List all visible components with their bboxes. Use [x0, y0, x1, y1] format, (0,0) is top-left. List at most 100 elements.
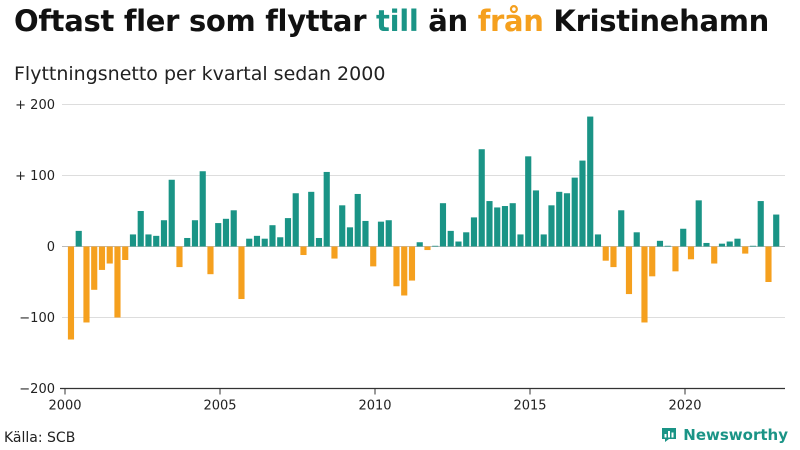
- bar: [478, 149, 485, 247]
- bar: [563, 193, 571, 247]
- bar: [408, 246, 416, 281]
- bars: [67, 116, 780, 340]
- bar: [618, 210, 625, 247]
- bar: [168, 179, 175, 247]
- bar: [695, 200, 702, 247]
- bar: [416, 242, 423, 247]
- bar: [160, 220, 168, 247]
- bar: [385, 220, 392, 247]
- bar: [261, 238, 268, 247]
- bar: [246, 238, 253, 247]
- bar: [641, 246, 648, 323]
- bar: [556, 191, 563, 247]
- bar: [91, 246, 98, 290]
- bar: [455, 241, 462, 247]
- bar: [393, 246, 400, 287]
- bar: [757, 201, 764, 247]
- bar: [238, 246, 245, 300]
- bar: [362, 220, 369, 247]
- bar: [625, 246, 633, 295]
- bar: [292, 193, 299, 247]
- bar: [98, 246, 106, 270]
- x-axis: 2000 2005 2010 2015 2020: [48, 387, 785, 414]
- bar: [83, 246, 90, 323]
- bar: [517, 234, 524, 247]
- source-note: Källa: SCB: [4, 430, 76, 446]
- bar: [773, 214, 780, 247]
- bar: [540, 234, 547, 247]
- bar: [346, 227, 354, 247]
- bar: [718, 243, 726, 247]
- bar: [548, 205, 555, 247]
- bar: [308, 191, 315, 247]
- bar: [331, 246, 338, 259]
- bar: [602, 246, 609, 261]
- bar: [703, 242, 710, 247]
- bar: [323, 171, 330, 247]
- bar: [672, 246, 679, 272]
- bar: [284, 218, 292, 247]
- bar: [137, 211, 144, 247]
- bar: [153, 235, 160, 247]
- bar: [579, 160, 586, 247]
- brand-logo[interactable]: Newsworthy: [660, 426, 788, 444]
- bar: [339, 205, 346, 247]
- bar: [300, 246, 307, 256]
- bar: [610, 246, 617, 268]
- y-axis-labels: + 200 + 100 0 −100 −200: [15, 98, 55, 397]
- bar: [687, 246, 695, 260]
- bar: [439, 203, 447, 247]
- title-fran-word: från: [477, 4, 544, 38]
- bar: [207, 246, 214, 275]
- bar: [191, 220, 199, 247]
- bar: [765, 246, 772, 282]
- bar: [370, 246, 377, 267]
- bar: [447, 230, 454, 247]
- bar: [106, 246, 113, 264]
- bar: [501, 206, 509, 247]
- bar: [742, 246, 749, 254]
- bar: [486, 201, 493, 247]
- bar: [122, 246, 129, 260]
- chart-subtitle: Flyttningsnetto per kvartal sedan 2000: [14, 63, 386, 85]
- bar: [315, 237, 323, 247]
- bar: [463, 232, 470, 247]
- bar-chart-icon: [662, 428, 677, 442]
- y-tick-label: −200: [19, 382, 55, 397]
- bar: [656, 240, 664, 247]
- bar: [277, 237, 284, 247]
- bar: [199, 171, 206, 247]
- y-tick-label: 0: [47, 240, 55, 255]
- bar: [230, 210, 237, 247]
- bar: [470, 217, 478, 247]
- chart-title: Oftast fler som flyttar till än från Kri…: [14, 4, 770, 38]
- x-tick-label: 2005: [203, 399, 236, 414]
- bar: [75, 230, 82, 247]
- bar: [176, 246, 183, 268]
- bar: [749, 245, 757, 247]
- bar: [587, 116, 594, 247]
- bar: [253, 235, 261, 247]
- bar: [680, 228, 687, 247]
- bar: [711, 246, 718, 264]
- title-till-word: till: [376, 4, 419, 38]
- bar: [594, 234, 602, 247]
- bar: [571, 177, 578, 247]
- x-tick-label: 2010: [358, 399, 391, 414]
- bar: [664, 245, 671, 247]
- bar: [525, 156, 532, 247]
- brand-name: Newsworthy: [683, 426, 788, 444]
- bar: [649, 246, 656, 277]
- bar: [354, 193, 361, 247]
- bar: [633, 232, 640, 247]
- bar: [509, 203, 516, 247]
- bar: [532, 190, 540, 247]
- x-tick-label: 2015: [513, 399, 546, 414]
- x-tick-label: 2000: [48, 399, 81, 414]
- bar: [145, 234, 152, 247]
- bar: [726, 241, 733, 247]
- bar: [401, 246, 408, 296]
- bar: [222, 218, 230, 247]
- bar: [67, 246, 75, 340]
